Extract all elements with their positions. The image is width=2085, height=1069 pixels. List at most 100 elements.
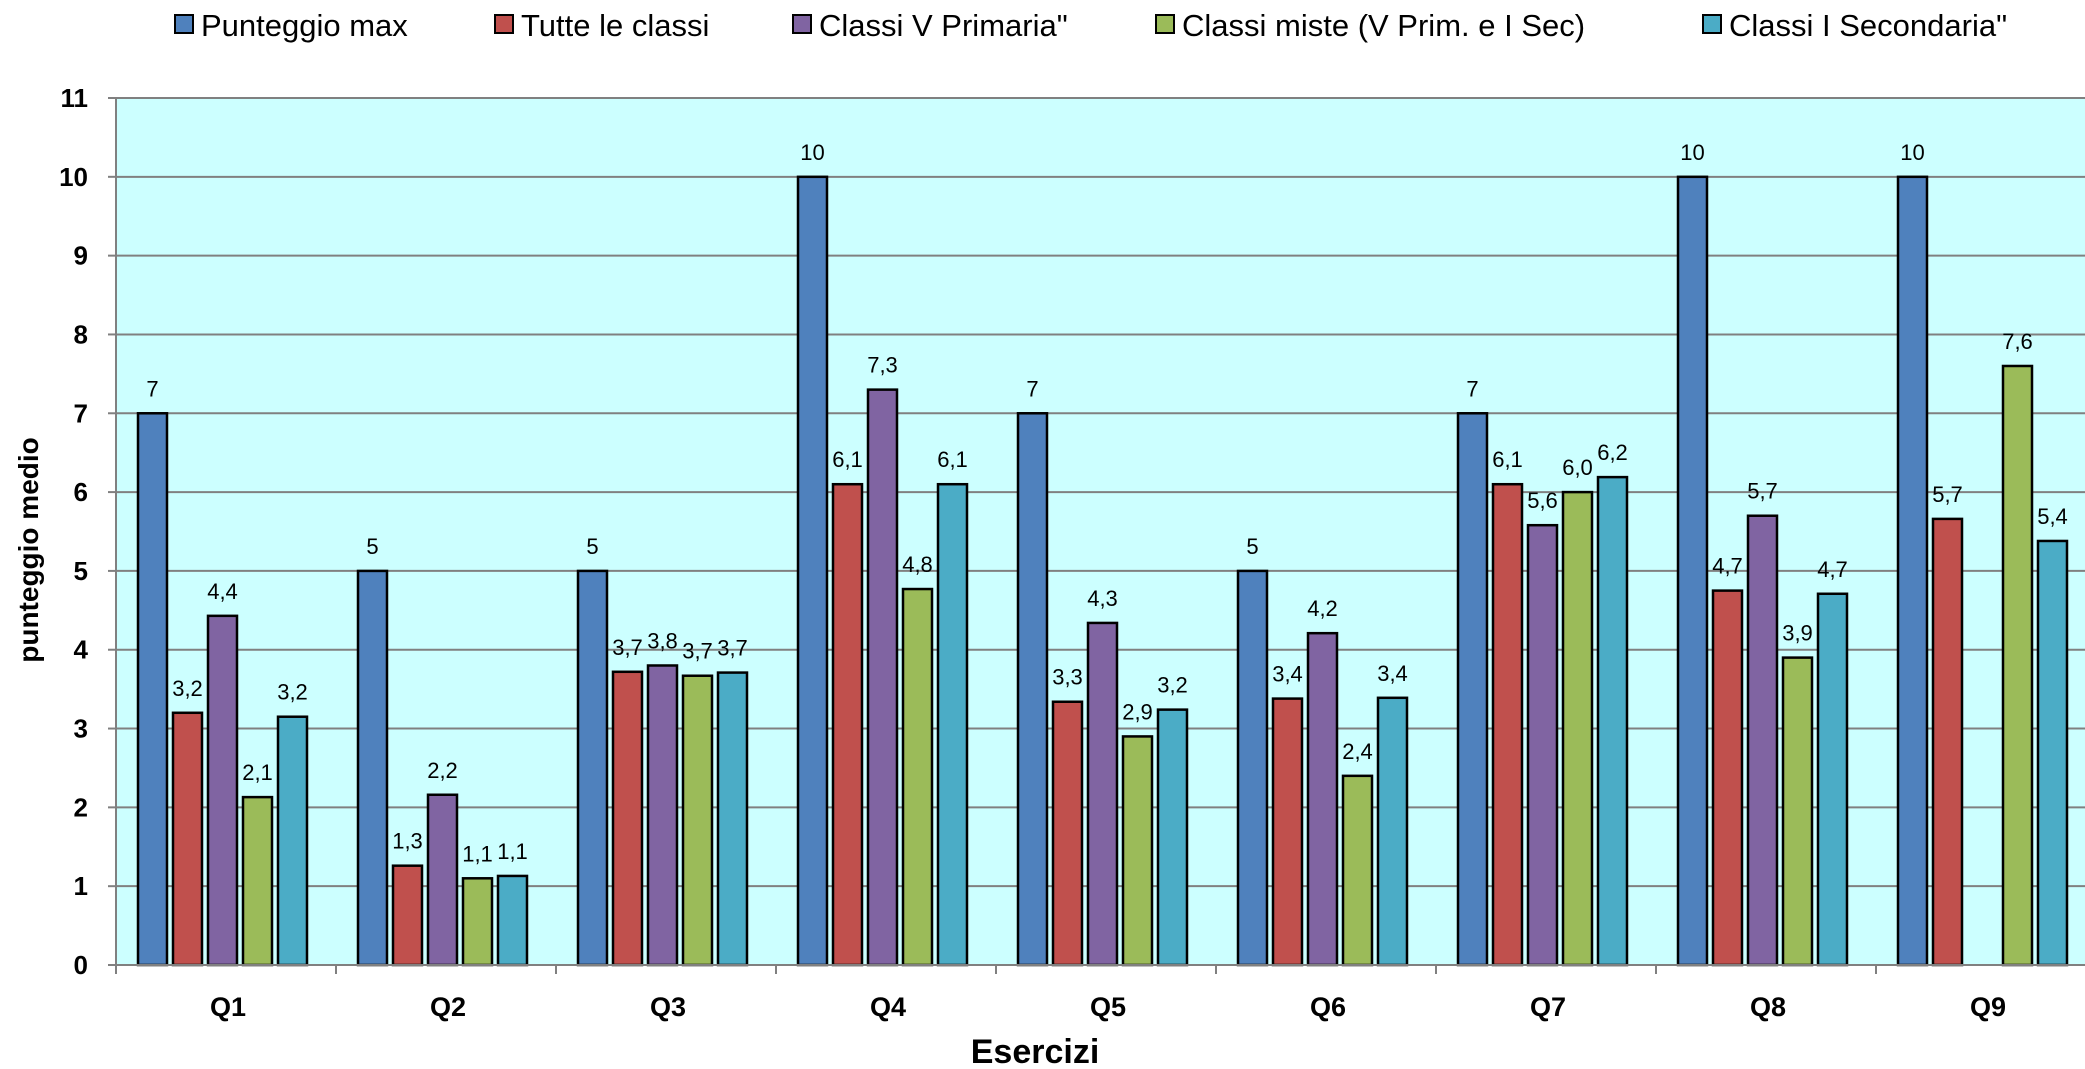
bar xyxy=(1711,589,1744,967)
y-tick-label: 4 xyxy=(74,635,89,665)
bar xyxy=(136,412,169,967)
legend-item: Tutte le classi xyxy=(494,8,709,43)
data-label: 10 xyxy=(1680,140,1704,165)
bar xyxy=(1051,700,1084,967)
y-tick-label: 9 xyxy=(74,241,88,271)
data-label: 3,7 xyxy=(717,636,748,661)
legend-item: Punteggio max xyxy=(174,8,408,43)
legend-swatch xyxy=(1155,14,1175,34)
x-tick-label: Q6 xyxy=(1310,992,1346,1022)
data-label: 5 xyxy=(586,534,598,559)
bar xyxy=(1561,490,1594,967)
data-label: 4,7 xyxy=(1712,554,1743,579)
x-tick-label: Q3 xyxy=(650,992,686,1022)
bar xyxy=(576,569,609,967)
data-label: 4,4 xyxy=(207,579,238,604)
x-tick-label: Q4 xyxy=(870,992,906,1022)
bars xyxy=(136,175,2069,967)
bar xyxy=(1526,523,1559,967)
data-label: 3,9 xyxy=(1782,621,1813,646)
bar xyxy=(426,793,459,967)
y-tick-labels: 0 1 2 3 4 5 6 7 8 9 10 11 xyxy=(59,83,88,980)
bar xyxy=(276,715,309,967)
data-label: 10 xyxy=(800,140,824,165)
legend-swatch xyxy=(174,14,194,34)
data-label: 6,0 xyxy=(1562,455,1593,480)
bar xyxy=(1271,697,1304,967)
legend-swatch xyxy=(792,14,812,34)
y-tick-label: 8 xyxy=(74,319,88,349)
y-axis-title: punteggio medio xyxy=(13,437,44,663)
bar xyxy=(1746,514,1779,967)
data-label: 5,6 xyxy=(1527,488,1558,513)
data-label: 5,7 xyxy=(1747,479,1778,504)
data-label: 1,3 xyxy=(392,829,423,854)
bar xyxy=(496,874,529,967)
bar xyxy=(1016,412,1049,967)
data-label: 6,1 xyxy=(832,447,863,472)
x-tick-label: Q8 xyxy=(1750,992,1786,1022)
data-label: 2,9 xyxy=(1122,699,1153,724)
legend-label: Tutte le classi xyxy=(521,8,709,43)
bar xyxy=(681,674,714,967)
bar xyxy=(1341,774,1374,967)
data-labels: 7 5 5 10 7 5 7 10 10 3,2 1,3 3,7 6,1 3,3 3,4 6,1 4,7 5,7 4… xyxy=(146,140,2067,866)
bar xyxy=(716,671,749,967)
bar xyxy=(461,877,494,967)
legend: Punteggio max Tutte le classi Classi V Pri… xyxy=(174,8,2007,43)
data-label: 6,1 xyxy=(937,447,968,472)
data-label: 6,2 xyxy=(1597,440,1628,465)
bar xyxy=(1306,631,1339,967)
bar xyxy=(1456,412,1489,967)
bar xyxy=(2001,364,2034,967)
bar xyxy=(1816,592,1849,967)
data-label: 2,4 xyxy=(1342,739,1373,764)
y-tick-label: 11 xyxy=(61,83,89,113)
legend-label: Classi V Primaria" xyxy=(819,8,1068,43)
data-label: 2,2 xyxy=(427,758,458,783)
data-label: 7,6 xyxy=(2002,329,2033,354)
bar xyxy=(171,711,204,967)
data-label: 3,7 xyxy=(682,639,713,664)
y-tick-label: 6 xyxy=(74,477,88,507)
bar xyxy=(356,569,389,967)
bar xyxy=(1086,621,1119,967)
data-label: 5,7 xyxy=(1932,482,1963,507)
data-label: 3,2 xyxy=(1157,673,1188,698)
data-label: 3,2 xyxy=(172,676,203,701)
data-label: 3,8 xyxy=(647,628,678,653)
x-tick-label: Q2 xyxy=(430,992,466,1022)
legend-label: Punteggio max xyxy=(201,8,408,43)
x-tick-label: Q5 xyxy=(1090,992,1126,1022)
y-tick-label: 10 xyxy=(59,162,88,192)
legend-swatch xyxy=(494,14,514,34)
legend-label: Classi miste (V Prim. e I Sec) xyxy=(1182,8,1585,43)
data-label: 6,1 xyxy=(1492,447,1523,472)
data-label: 5 xyxy=(1246,534,1258,559)
x-tick-label: Q9 xyxy=(1970,992,2006,1022)
data-label: 4,8 xyxy=(902,552,933,577)
data-label: 3,7 xyxy=(612,635,643,660)
axes xyxy=(108,97,2085,974)
bar xyxy=(1596,475,1629,967)
y-tick-label: 3 xyxy=(74,714,88,744)
data-label: 3,3 xyxy=(1052,665,1083,690)
data-label: 1,1 xyxy=(462,841,493,866)
bar xyxy=(206,614,239,967)
legend-item: Classi I Secondaria" xyxy=(1702,8,2007,43)
legend-label: Classi I Secondaria" xyxy=(1729,8,2007,43)
data-label: 10 xyxy=(1900,140,1924,165)
legend-item: Classi V Primaria" xyxy=(792,8,1068,43)
data-label: 3,4 xyxy=(1377,661,1408,686)
bar xyxy=(1121,735,1154,967)
y-tick-label: 2 xyxy=(74,792,88,822)
legend-swatch xyxy=(1702,14,1722,34)
bar xyxy=(866,388,899,967)
bar xyxy=(1236,569,1269,967)
y-tick-label: 7 xyxy=(74,398,88,428)
bar xyxy=(1376,696,1409,967)
bar xyxy=(391,864,424,967)
bar xyxy=(2036,539,2069,967)
bar xyxy=(1491,482,1524,967)
